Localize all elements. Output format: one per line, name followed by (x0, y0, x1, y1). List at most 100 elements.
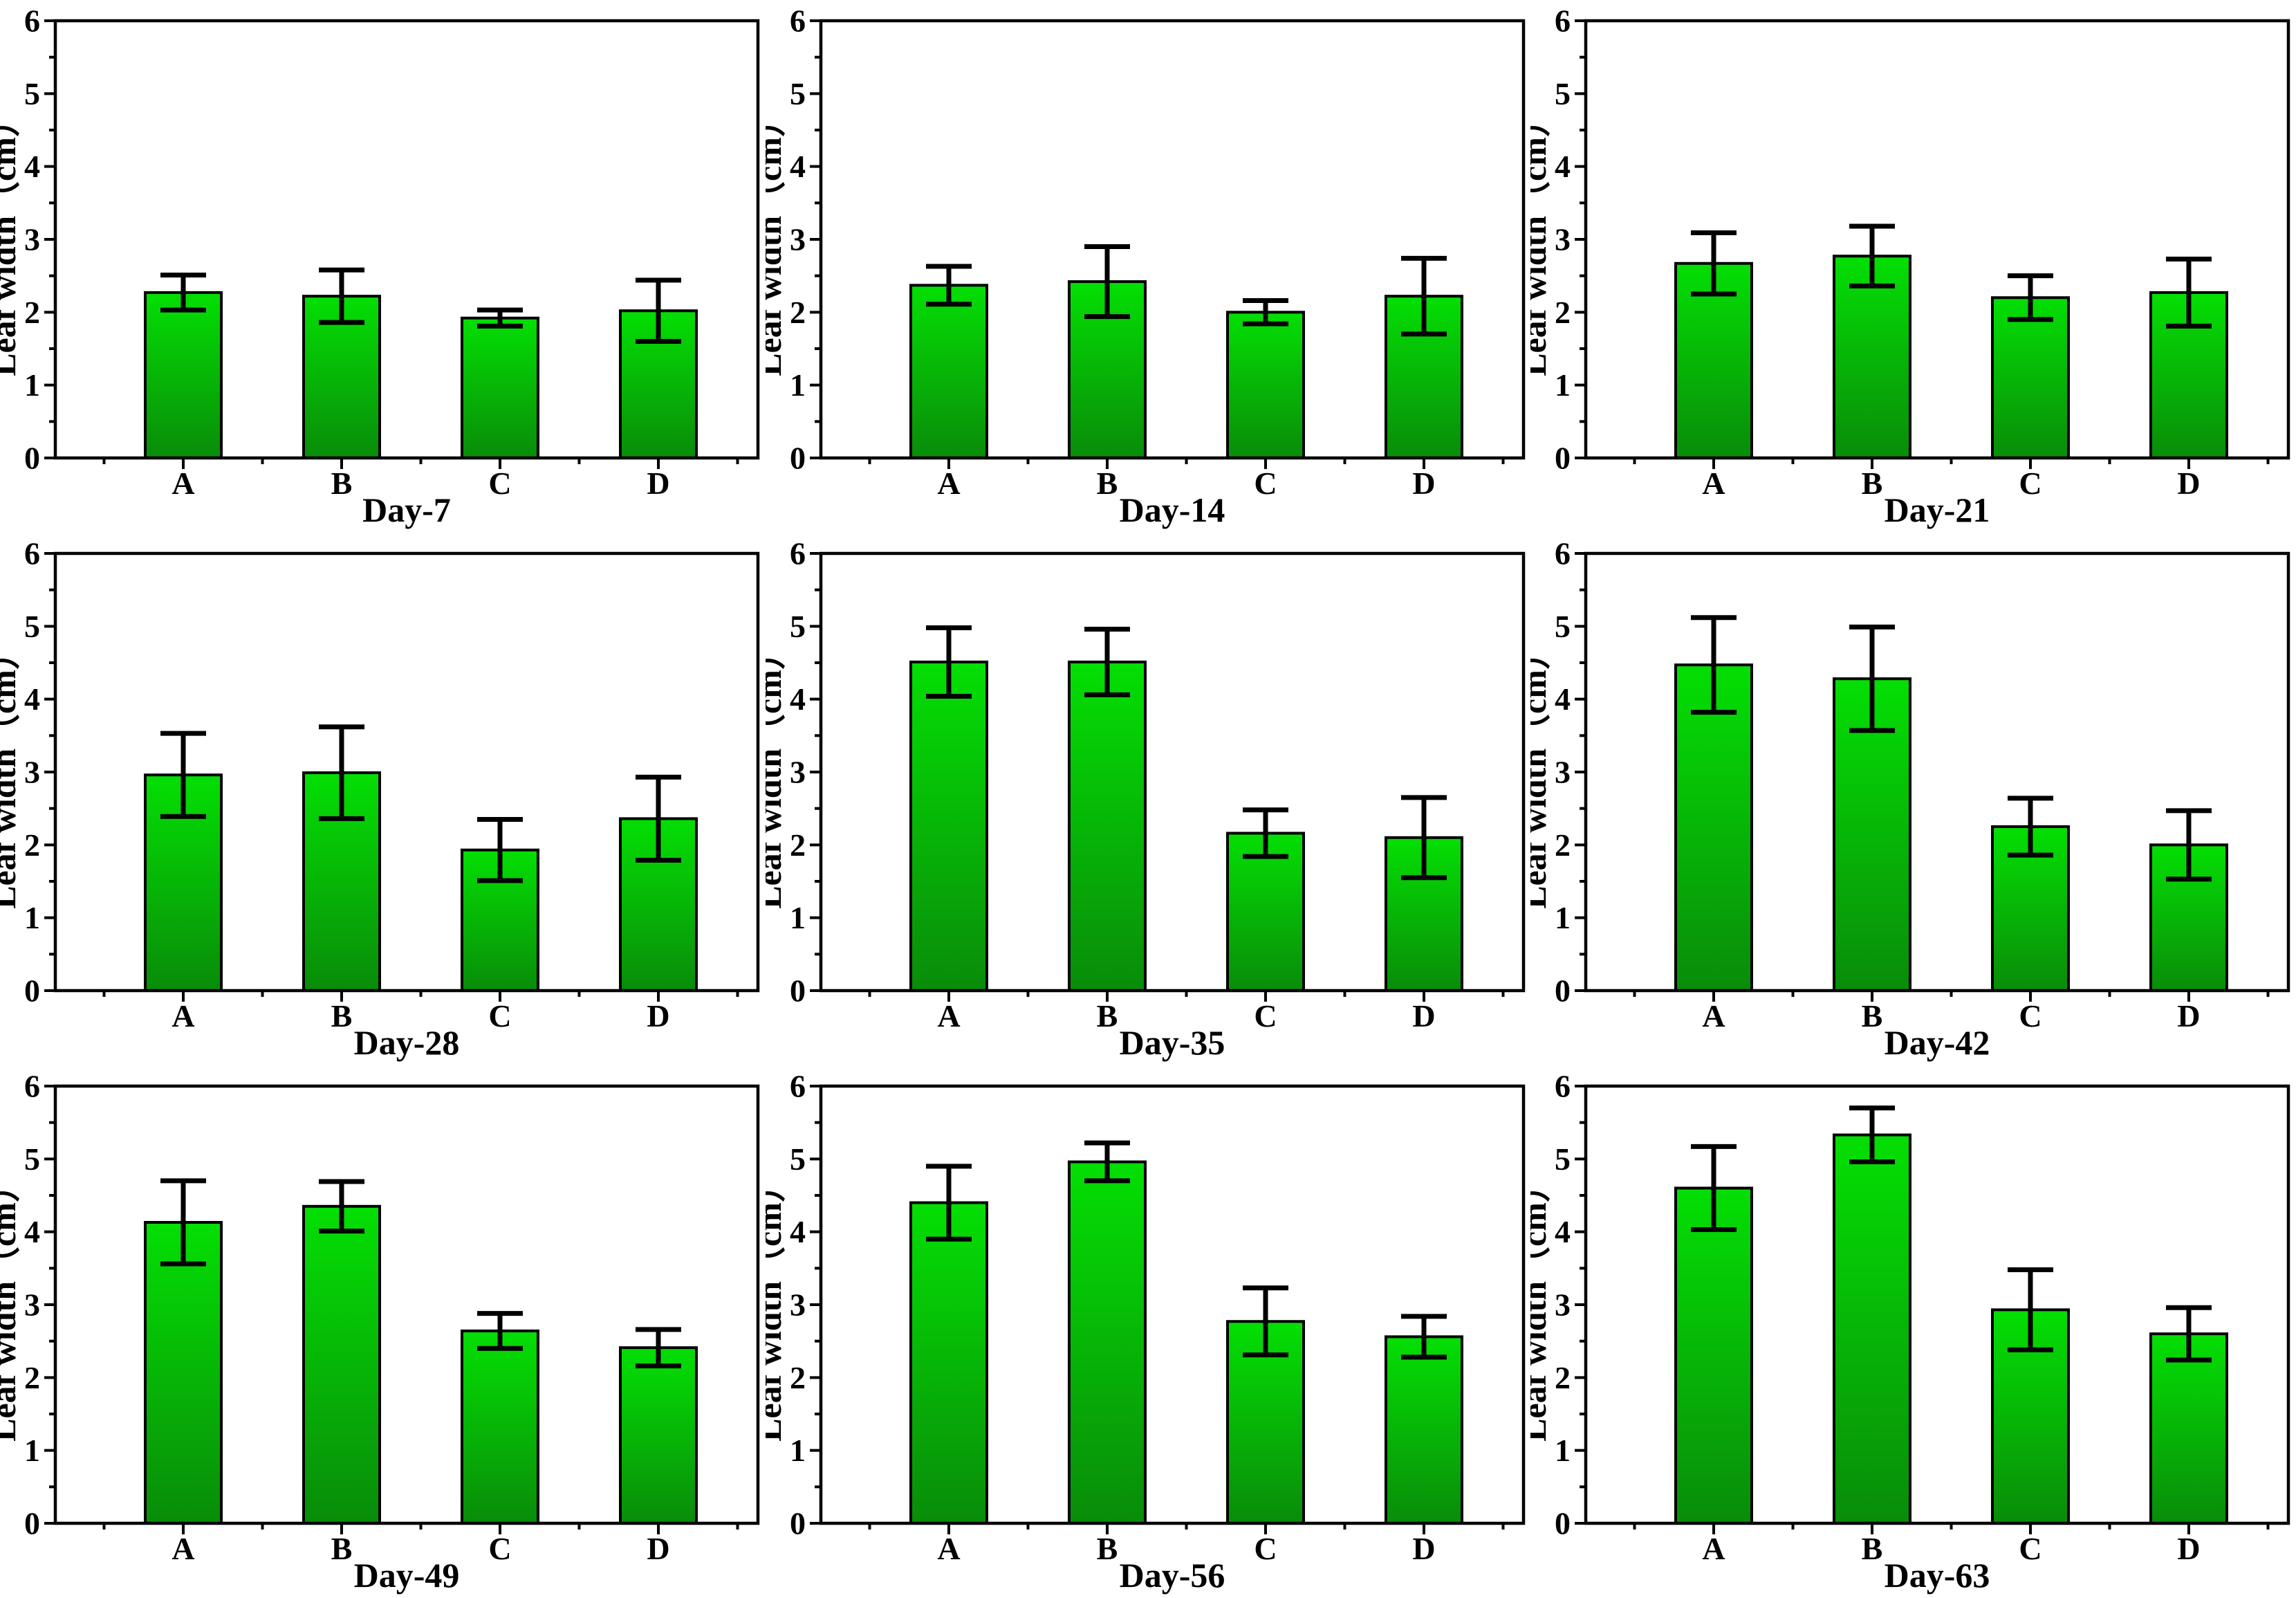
error-bar-A (925, 264, 972, 307)
chart-panel-day-56: 0 1 2 3 4 5 6 A B C D Day-56 Leaf width（cm） (766, 1065, 1531, 1598)
bar-B (1833, 1133, 1912, 1525)
error-bar-D (635, 774, 681, 863)
category-label-D: D (1412, 1531, 1435, 1566)
y-axis-label: Leaf width（cm） (766, 635, 788, 909)
y-tick-label: 5 (24, 1141, 40, 1177)
y-tick-label: 3 (1555, 222, 1571, 257)
category-label-B: B (1862, 466, 1883, 501)
chart-panel-day-49: 0 1 2 3 4 5 6 A B C D Day-49 Leaf width（cm） (0, 1065, 766, 1598)
y-tick-label: 1 (790, 900, 806, 935)
y-tick-label: 2 (790, 295, 806, 330)
category-label-A: A (1703, 466, 1725, 501)
error-bar-C (476, 1311, 523, 1351)
axis-box (1584, 551, 2290, 993)
y-tick-label: 2 (1555, 1360, 1571, 1395)
category-label-D: D (2178, 1531, 2201, 1566)
x-axis-ticks (102, 990, 739, 1002)
bar-B (1067, 660, 1147, 993)
y-tick-label: 4 (24, 149, 40, 184)
y-axis-ticks (44, 552, 55, 992)
y-axis-label: Leaf width（cm） (1530, 1168, 1553, 1442)
y-tick-label: 6 (790, 1069, 806, 1104)
y-tick-label: 2 (24, 827, 40, 863)
y-tick-label: 2 (1555, 827, 1571, 863)
y-tick-label: 2 (790, 827, 806, 863)
chart-svg-day-35: 0 1 2 3 4 5 6 A B C D Day-35 Leaf width（cm） (766, 536, 1525, 1062)
y-tick-label: 1 (1555, 1433, 1571, 1468)
category-label-B: B (1862, 998, 1883, 1034)
error-bar-D (2166, 808, 2212, 882)
category-label-A: A (172, 998, 194, 1034)
y-axis-ticks (1575, 552, 1586, 992)
category-label-D: D (647, 1531, 669, 1566)
panel-title: Day-7 (362, 490, 451, 529)
x-axis-ticks (102, 1523, 739, 1534)
chart-panel-day-63: 0 1 2 3 4 5 6 A B C D Day-63 Leaf width（cm） (1530, 1065, 2296, 1598)
error-bar-B (318, 1179, 364, 1234)
y-tick-label: 2 (24, 1360, 40, 1395)
bar-A (909, 284, 988, 459)
category-label-A: A (1703, 1531, 1725, 1566)
axis-box (819, 19, 1525, 460)
y-tick-label: 2 (1555, 295, 1571, 330)
y-tick-label: 6 (790, 3, 806, 39)
error-bar-A (925, 625, 972, 699)
category-label-C: C (1254, 998, 1277, 1034)
chart-svg-day-63: 0 1 2 3 4 5 6 A B C D Day-63 Leaf width（cm） (1530, 1069, 2290, 1595)
y-axis-ticks (44, 19, 55, 459)
error-bar-C (2008, 1267, 2054, 1352)
error-bar-D (1400, 795, 1447, 881)
panel-title: Day-42 (1885, 1023, 1990, 1062)
y-tick-label: 3 (24, 222, 40, 257)
bar-A (143, 291, 223, 459)
y-tick-label: 3 (24, 1287, 40, 1323)
y-tick-label: 0 (1555, 973, 1571, 1008)
category-label-C: C (1254, 1531, 1277, 1566)
category-label-C: C (1254, 466, 1277, 501)
y-tick-label: 0 (24, 440, 40, 475)
error-bar-C (2008, 273, 2054, 322)
x-axis-ticks (868, 991, 1505, 1002)
error-bar-A (1691, 615, 1737, 715)
y-tick-label: 6 (1555, 3, 1571, 39)
bar-C (1225, 311, 1305, 460)
y-tick-label: 4 (790, 1214, 806, 1249)
category-label-B: B (331, 998, 353, 1034)
y-tick-label: 3 (790, 1287, 806, 1323)
bar-D (618, 1346, 698, 1525)
y-axis-ticks (809, 1085, 821, 1525)
category-label-C: C (2019, 1531, 2042, 1566)
y-tick-label: 6 (24, 3, 40, 39)
y-tick-label: 3 (790, 222, 806, 257)
y-tick-label: 3 (1555, 1287, 1571, 1323)
chart-svg-day-14: 0 1 2 3 4 5 6 A B C D Day-14 Leaf width（cm） (766, 3, 1525, 529)
panel-title: Day-28 (354, 1023, 460, 1062)
error-bar-B (1849, 223, 1896, 288)
y-axis-label: Leaf width（cm） (766, 1168, 788, 1442)
y-tick-label: 5 (790, 1141, 806, 1177)
y-tick-label: 4 (1555, 149, 1571, 184)
error-bar-D (1400, 255, 1447, 337)
y-axis-label: Leaf width（cm） (766, 102, 788, 376)
category-label-B: B (1096, 466, 1118, 501)
chart-panel-day-28: 0 1 2 3 4 5 6 A B C D Day-28 Leaf width（cm） (0, 533, 766, 1065)
error-bar-D (2166, 1305, 2212, 1363)
panel-title: Day-56 (1119, 1556, 1225, 1595)
y-tick-label: 4 (790, 681, 806, 717)
error-bar-B (318, 724, 364, 821)
chart-panel-day-35: 0 1 2 3 4 5 6 A B C D Day-35 Leaf width（cm） (766, 533, 1531, 1065)
error-bar-A (160, 273, 206, 313)
category-label-B: B (1862, 1531, 1883, 1566)
category-label-A: A (937, 466, 960, 501)
x-axis-ticks (1633, 1523, 2270, 1534)
chart-panel-day-14: 0 1 2 3 4 5 6 A B C D Day-14 Leaf width（cm） (766, 0, 1531, 533)
error-bar-A (160, 731, 206, 819)
y-tick-label: 1 (24, 367, 40, 403)
y-tick-label: 4 (24, 681, 40, 717)
category-label-C: C (488, 998, 511, 1034)
x-axis-ticks (868, 1523, 1505, 1534)
chart-panel-day-21: 0 1 2 3 4 5 6 A B C D Day-21 Leaf width（cm） (1530, 0, 2296, 533)
chart-svg-day-42: 0 1 2 3 4 5 6 A B C D Day-42 Leaf width（cm） (1530, 536, 2290, 1062)
error-bar-A (1691, 1144, 1737, 1233)
